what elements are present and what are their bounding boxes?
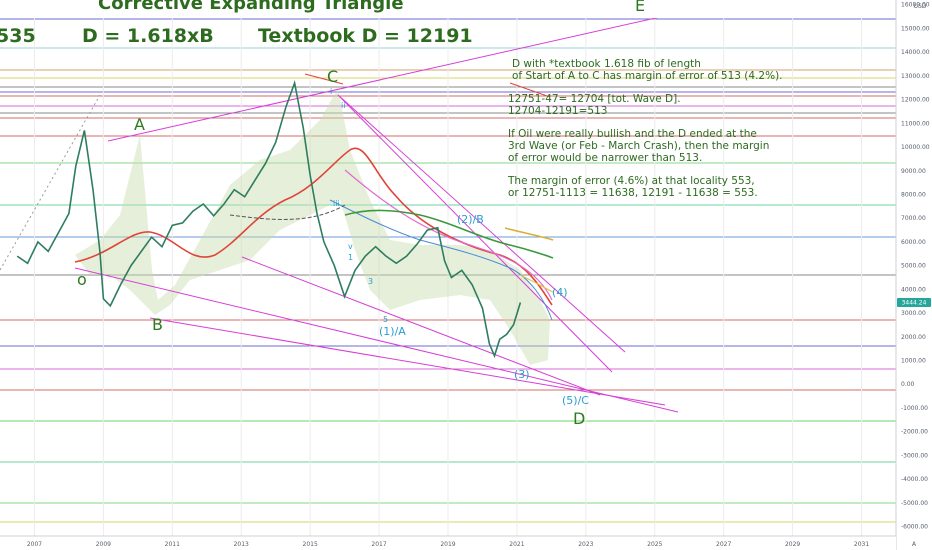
moving-average-yellow [519, 274, 554, 293]
bollinger-band-area [75, 88, 550, 365]
wave-label-small-v: v [348, 242, 353, 251]
c-marker-line [304, 73, 344, 85]
descending-trendline-2 [337, 94, 626, 353]
header-band [0, 0, 896, 18]
wave-label-small-1: 1 [348, 253, 353, 262]
price-tick-label: 1000.00 [901, 357, 926, 364]
wave-label-4: (4) [552, 286, 568, 299]
note-pointer-line [509, 82, 551, 98]
annotation-notes: D with *textbook 1.618 fib of length of … [507, 58, 783, 199]
note-line: 3rd Wave (or Feb - March Crash), then th… [508, 140, 769, 152]
dotted-projection-line [0, 94, 101, 271]
time-tick-label: 2025 [647, 541, 662, 548]
wave-label-small-5: 5 [383, 315, 388, 324]
time-tick-label: 2015 [303, 541, 318, 548]
moving-average-pink [344, 169, 553, 301]
chart-title: Corrective Expanding Triangle [98, 0, 404, 14]
note-line: The margin of error (4.6%) at that local… [507, 175, 755, 187]
moving-average-dashed [229, 204, 346, 220]
price-tick-label: -2000.00 [901, 429, 928, 436]
note-line: 12751-47= 12704 [tot. Wave D]. [508, 93, 681, 105]
price-tick-label: 4000.00 [901, 286, 926, 293]
time-tick-label: 2019 [440, 541, 455, 548]
price-tick-label: -1000.00 [901, 405, 928, 412]
currency-label: USD [914, 3, 927, 10]
wave-labels: o A B C D E (1)/A (2)/B (3) (4) (5)/C i … [77, 0, 645, 428]
price-tick-label: 11000.00 [901, 120, 930, 127]
lower-trendline [74, 267, 679, 413]
moving-averages [74, 147, 554, 321]
price-tick-label: 9000.00 [901, 168, 926, 175]
price-series-line [16, 80, 522, 359]
wave-label-small-ii: ii [341, 101, 345, 110]
price-tick-label: 12000.00 [901, 97, 930, 104]
note-line: D with *textbook 1.618 fib of length [512, 58, 701, 70]
price-tick-label: -3000.00 [901, 452, 928, 459]
price-tick-label: -4000.00 [901, 476, 928, 483]
wave-label-b: B [152, 315, 163, 334]
time-tick-label: 2013 [234, 541, 249, 548]
textbook-target-label: Textbook D = 12191 [258, 25, 473, 47]
wave-label-5c: (5)/C [562, 394, 589, 407]
price-tick-label: 7000.00 [901, 215, 926, 222]
price-tick-label: 6000.00 [901, 239, 926, 246]
wave-label-a: A [134, 115, 145, 134]
moving-average-red [74, 147, 553, 306]
time-tick-label: 2009 [96, 541, 111, 548]
note-line: or 12751-1113 = 11638, 12191 - 11638 = 5… [508, 187, 758, 199]
time-tick-label: 2027 [716, 541, 731, 548]
price-tick-label: 10000.00 [901, 144, 930, 151]
price-tick-label: 3000.00 [901, 310, 926, 317]
price-tick-label: 0.00 [901, 381, 915, 388]
time-tick-label: 2007 [27, 541, 42, 548]
lower-inner-trendline [149, 317, 666, 406]
wave-label-small-iii: iii [333, 199, 340, 208]
moving-average-green [344, 209, 554, 259]
x-gridlines [33, 18, 863, 536]
price-tick-label: 16000.00 [901, 2, 930, 9]
time-axis-ticks: 2007 2009 2011 2013 2015 2017 2019 2021 2023 2025… [27, 541, 870, 548]
price-tick-label: 2000.00 [901, 334, 926, 341]
price-tick-label: 14000.00 [901, 49, 930, 56]
moving-average-blue [329, 199, 553, 321]
note-line: If Oil were really bullish and the D end… [508, 128, 757, 140]
wave-label-small-3: 3 [368, 277, 373, 286]
upper-trendline [107, 7, 701, 142]
time-axis-panel[interactable] [0, 536, 896, 550]
price-tick-label: -5000.00 [901, 500, 928, 507]
price-tick-label: 15000.00 [901, 25, 930, 32]
price-tick-label: 8000.00 [901, 191, 926, 198]
current-price-value: 3444.24 [902, 300, 927, 307]
wave-label-1a: (1)/A [379, 325, 406, 338]
wave-label-2b: (2)/B [457, 213, 484, 226]
current-price-tag [897, 298, 931, 307]
trendlines [0, 7, 701, 413]
note-line: of error would be narrower than 513. [508, 152, 702, 164]
wave-label-small-i: i [330, 87, 332, 96]
wave-label-o: o [77, 270, 87, 289]
price-tick-label: -6000.00 [901, 524, 928, 531]
price-axis-ticks: 16000.00 15000.00 14000.00 13000.00 12000.00… [901, 2, 930, 531]
time-tick-label: 2023 [578, 541, 593, 548]
time-tick-label: 2031 [854, 541, 869, 548]
price-axis-panel[interactable] [896, 0, 932, 550]
time-tick-label: 2017 [371, 541, 386, 548]
time-tick-label: 2021 [509, 541, 524, 548]
note-line: of Start of A to C has margin of error o… [512, 70, 783, 82]
wave-label-c: C [327, 67, 338, 86]
price-tick-label: 5000.00 [901, 263, 926, 270]
moving-average-orange [504, 227, 554, 241]
auto-scale-button[interactable]: A [912, 541, 917, 548]
formula-label: D = 1.618xB [82, 25, 214, 47]
price-tick-label: 13000.00 [901, 73, 930, 80]
note-line: 12704-12191=513 [508, 105, 607, 117]
wave-label-3: (3) [514, 368, 530, 381]
wave-label-d: D [573, 409, 585, 428]
left-value-fragment: 535 [0, 25, 36, 47]
time-tick-label: 2029 [785, 541, 800, 548]
time-tick-label: 2011 [165, 541, 180, 548]
wave-label-e: E [635, 0, 645, 15]
middle-trendline [241, 256, 601, 396]
